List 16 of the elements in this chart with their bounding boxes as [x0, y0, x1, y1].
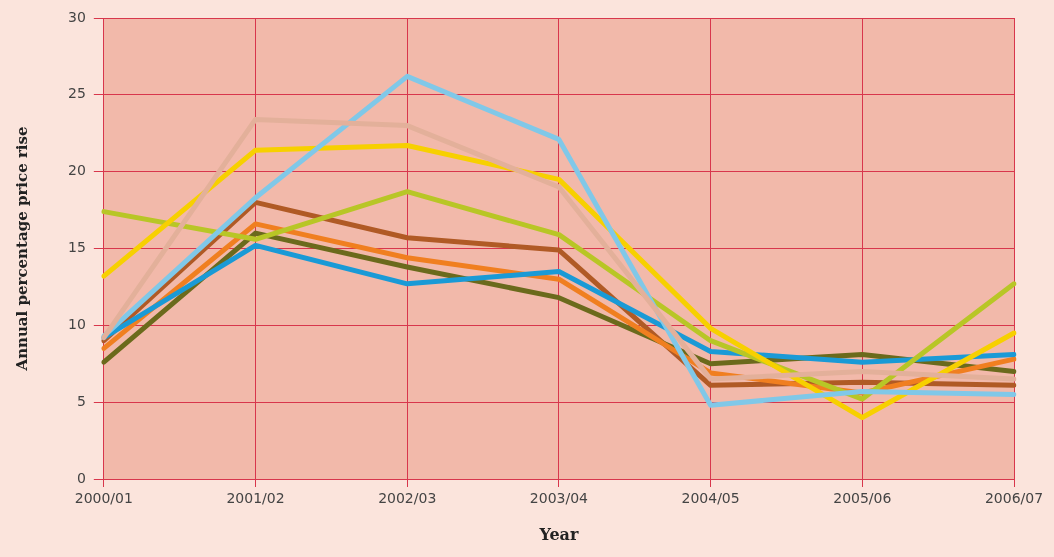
y-tick-label: 10: [67, 315, 86, 332]
x-axis-title: Year: [538, 524, 579, 544]
y-axis-title: Annual percentage price rise: [12, 126, 31, 372]
y-tick-label: 0: [76, 469, 86, 486]
y-tick-label: 20: [67, 162, 86, 179]
x-tick-label: 2005/06: [833, 490, 892, 507]
y-tick-label: 25: [67, 85, 86, 102]
x-tick-label: 2003/04: [529, 490, 589, 507]
x-tick-label: 2004/05: [681, 490, 740, 507]
x-tick-label: 2000/01: [74, 490, 133, 507]
y-tick-label: 15: [67, 239, 86, 256]
x-tick-label: 2002/03: [378, 490, 437, 507]
y-tick-label: 5: [76, 392, 86, 409]
y-tick-label: 30: [67, 8, 86, 25]
x-tick-label: 2006/07: [984, 490, 1044, 507]
x-tick-label: 2001/02: [226, 490, 285, 507]
